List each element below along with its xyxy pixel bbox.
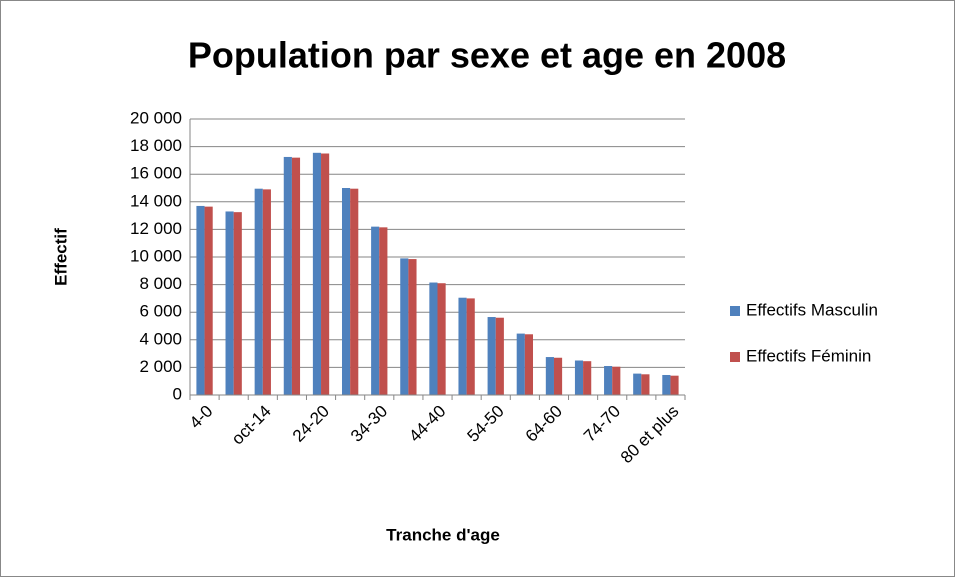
bar [204, 206, 213, 395]
bar [196, 205, 205, 395]
bar [670, 375, 679, 395]
y-tick-label: 18 000 [130, 136, 182, 155]
bar [254, 188, 263, 395]
y-tick-label: 6 000 [139, 302, 182, 321]
bar [495, 317, 504, 395]
y-tick-label: 2 000 [139, 357, 182, 376]
y-tick-label: 8 000 [139, 274, 182, 293]
bar [604, 366, 613, 395]
y-tick-label: 12 000 [130, 219, 182, 238]
bar [350, 188, 359, 395]
bar [408, 259, 417, 395]
bar [583, 361, 592, 395]
legend-label: Effectifs Masculin [746, 300, 878, 319]
bar [524, 334, 534, 395]
bar [291, 157, 301, 395]
bar [400, 258, 409, 395]
bar [662, 374, 671, 395]
bar [574, 360, 584, 395]
bar [516, 333, 525, 395]
bar [633, 373, 642, 395]
legend-swatch [730, 306, 740, 316]
bar [429, 282, 438, 395]
bar [487, 317, 496, 395]
bar [225, 211, 234, 395]
y-axis-title: Effectif [51, 228, 70, 286]
y-tick-label: 14 000 [130, 191, 182, 210]
y-tick-label: 10 000 [130, 246, 182, 265]
bar [466, 298, 475, 395]
y-tick-label: 16 000 [130, 164, 182, 183]
bar [312, 152, 322, 395]
bar [283, 156, 292, 395]
legend-swatch [730, 352, 740, 362]
chart-title: Population par sexe et age en 2008 [188, 35, 786, 76]
bar [437, 283, 446, 395]
bar [641, 374, 650, 395]
bar [262, 189, 271, 395]
bar [379, 227, 388, 395]
y-tick-label: 4 000 [139, 329, 182, 348]
bar [458, 297, 467, 395]
bar [321, 153, 330, 395]
bar [233, 212, 242, 395]
x-axis-title: Tranche d'age [386, 525, 500, 544]
bar [553, 357, 563, 395]
bar [545, 357, 554, 395]
legend-label: Effectifs Féminin [746, 346, 871, 365]
y-tick-label: 0 [173, 384, 182, 403]
bar [612, 366, 621, 395]
y-tick-label: 20 000 [130, 108, 182, 127]
bar [371, 226, 380, 395]
bar [341, 188, 351, 395]
